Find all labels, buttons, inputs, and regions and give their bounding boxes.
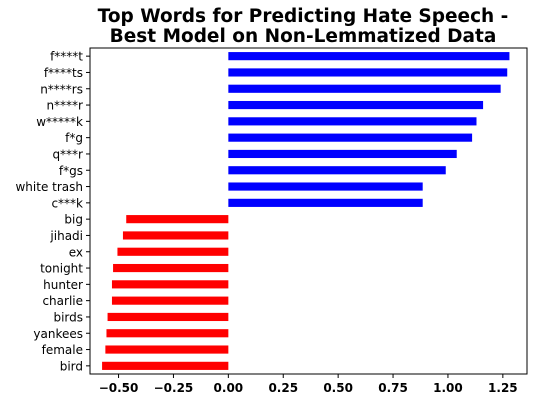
bar: [113, 263, 229, 273]
x-tick-label: 1.00: [433, 381, 463, 395]
bar: [228, 149, 457, 159]
y-tick-label: c***k: [51, 196, 83, 210]
bar: [102, 361, 229, 370]
y-tick-label: birds: [53, 310, 83, 324]
y-axis-ticks: f****t f****ts n****rs n****r w*****k f*g q***…: [15, 50, 90, 373]
y-tick-label: n****rs: [40, 82, 83, 96]
bar: [228, 133, 473, 142]
bar: [228, 166, 446, 175]
plot-frame: [89, 47, 528, 375]
y-tick-label: bird: [60, 359, 83, 373]
y-tick-label: f*gs: [59, 164, 83, 178]
x-tick-label: −0.50: [99, 381, 139, 395]
x-tick-label: 0.00: [214, 381, 244, 395]
x-axis-ticks: −0.50 −0.25 0.00 0.25 0.50 0.75 1.00 1.25: [99, 374, 518, 395]
bars-group: [102, 52, 510, 370]
bar: [228, 52, 510, 61]
y-tick-label: big: [64, 213, 83, 227]
y-tick-label: female: [42, 343, 83, 357]
bar: [106, 329, 229, 338]
y-tick-label: charlie: [42, 294, 83, 308]
bar: [228, 117, 477, 126]
bar: [107, 312, 229, 322]
bar: [228, 84, 501, 93]
y-tick-label: yankees: [33, 327, 83, 341]
bar: [228, 68, 508, 77]
bar: [111, 280, 229, 289]
y-tick-label: f****t: [50, 50, 83, 64]
x-tick-label: 0.75: [378, 381, 408, 395]
bar: [228, 198, 423, 207]
x-tick-label: −0.25: [154, 381, 194, 395]
y-tick-label: w*****k: [36, 115, 83, 129]
y-tick-label: f****ts: [44, 66, 83, 80]
x-tick-label: 0.50: [323, 381, 353, 395]
bar: [117, 247, 229, 256]
x-tick-label: 1.25: [488, 381, 518, 395]
y-tick-label: tonight: [40, 262, 83, 276]
y-tick-label: ex: [69, 245, 83, 259]
chart-title-line-2: Best Model on Non-Lemmatized Data: [110, 26, 497, 47]
x-tick-label: 0.25: [268, 381, 298, 395]
y-tick-label: hunter: [43, 278, 83, 292]
y-tick-label: q***r: [52, 147, 83, 161]
bar: [111, 296, 229, 305]
bar: [105, 345, 229, 354]
y-tick-label: jihadi: [49, 229, 83, 243]
y-tick-label: n****r: [46, 99, 83, 113]
y-tick-label: white trash: [15, 180, 83, 194]
chart-title: Top Words for Predicting Hate Speech - B…: [98, 6, 509, 47]
bar: [126, 215, 229, 224]
chart-title-line-1: Top Words for Predicting Hate Speech -: [98, 6, 509, 27]
bar: [228, 182, 423, 191]
bar: [228, 100, 484, 110]
y-tick-label: f*g: [65, 131, 83, 145]
bar: [122, 231, 229, 240]
